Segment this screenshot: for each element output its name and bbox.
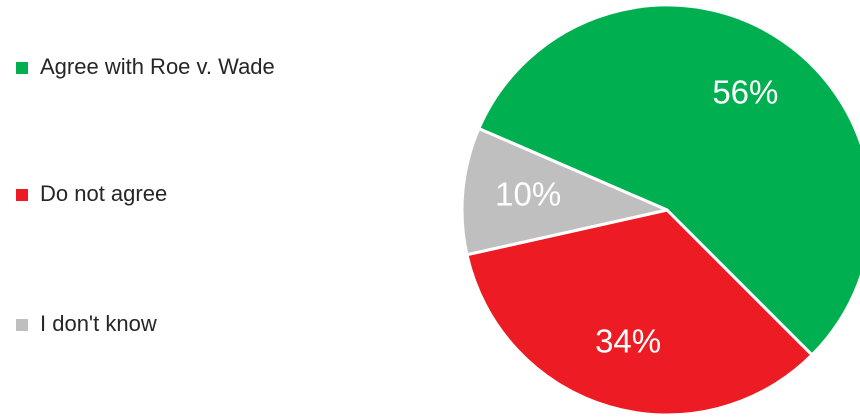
value-label: 56% (712, 73, 778, 110)
legend-swatch (16, 62, 28, 74)
legend-text: Agree with Roe v. Wade (40, 54, 275, 79)
pie-slice (460, 127, 669, 257)
legend-swatch (16, 189, 28, 201)
value-label: 10% (495, 176, 561, 213)
pie-slice (477, 3, 860, 357)
legend-text: I don't know (40, 311, 157, 336)
pie-slice (465, 208, 814, 417)
value-label: 34% (595, 323, 661, 360)
legend-swatch (16, 319, 28, 331)
legend-text: Do not agree (40, 181, 167, 206)
